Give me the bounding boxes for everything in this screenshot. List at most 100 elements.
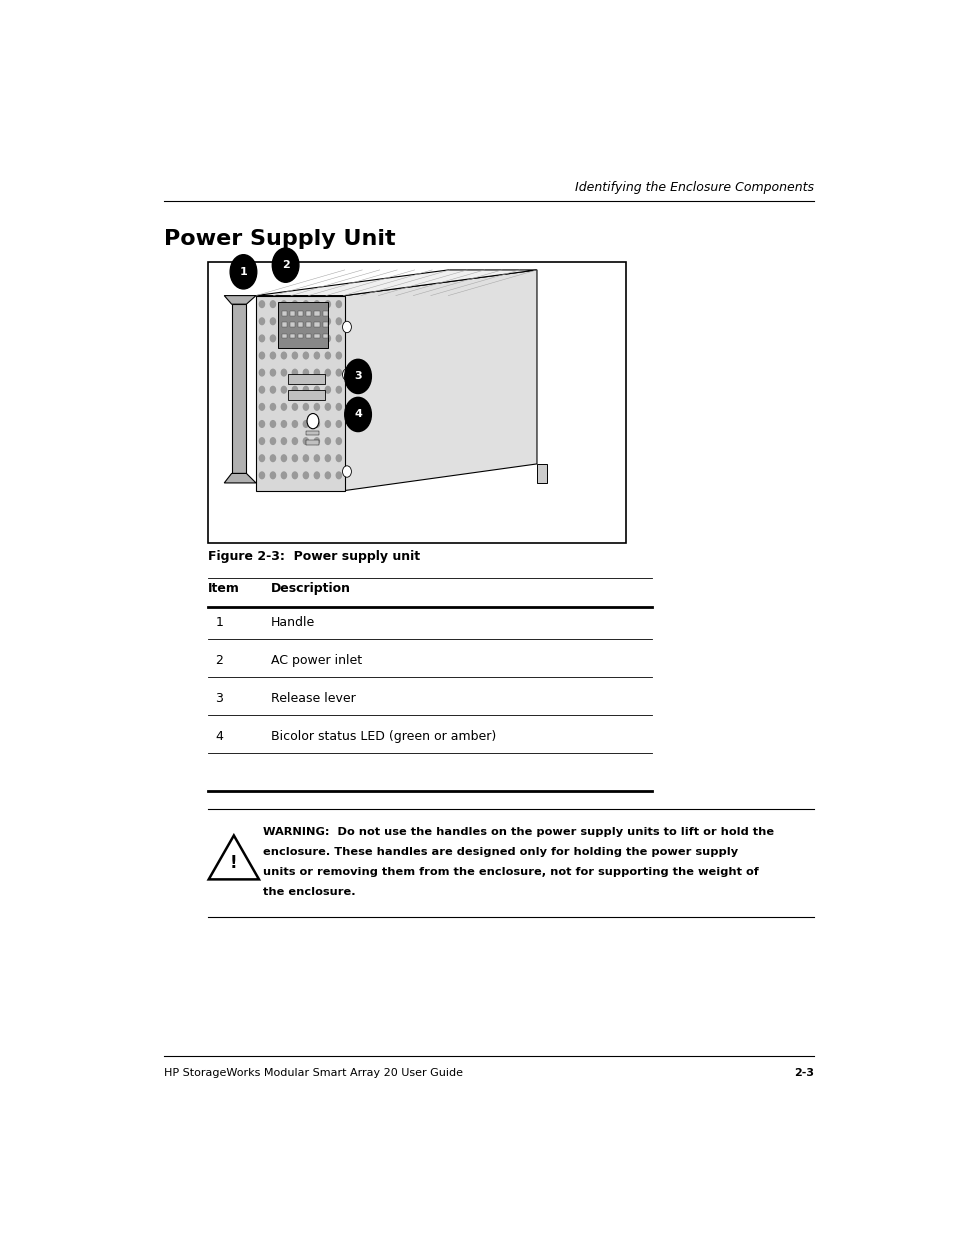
Circle shape <box>259 352 264 359</box>
Text: 1: 1 <box>215 616 223 629</box>
Text: 2: 2 <box>215 655 223 667</box>
Text: Figure 2-3:  Power supply unit: Figure 2-3: Power supply unit <box>208 550 419 562</box>
Circle shape <box>325 335 330 342</box>
Text: enclosure. These handles are designed only for holding the power supply: enclosure. These handles are designed on… <box>263 847 738 857</box>
Text: WARNING:  Do not use the handles on the power supply units to lift or hold the: WARNING: Do not use the handles on the p… <box>263 827 774 837</box>
Polygon shape <box>224 295 255 304</box>
Circle shape <box>303 335 308 342</box>
Text: 3: 3 <box>215 692 223 705</box>
Circle shape <box>342 321 351 332</box>
Circle shape <box>281 404 286 410</box>
Circle shape <box>281 437 286 445</box>
Circle shape <box>335 454 341 462</box>
Circle shape <box>270 369 275 375</box>
Bar <box>322 322 328 327</box>
Circle shape <box>335 421 341 427</box>
Circle shape <box>303 421 308 427</box>
Bar <box>298 322 303 327</box>
Circle shape <box>325 369 330 375</box>
Circle shape <box>314 472 319 479</box>
Circle shape <box>259 437 264 445</box>
Circle shape <box>270 352 275 359</box>
Circle shape <box>292 317 297 325</box>
Circle shape <box>281 454 286 462</box>
Text: the enclosure.: the enclosure. <box>263 887 355 897</box>
Text: Bicolor status LED (green or amber): Bicolor status LED (green or amber) <box>271 730 496 743</box>
Text: HP StorageWorks Modular Smart Array 20 User Guide: HP StorageWorks Modular Smart Array 20 U… <box>164 1068 462 1078</box>
Circle shape <box>281 421 286 427</box>
Bar <box>290 322 294 327</box>
Circle shape <box>292 352 297 359</box>
Circle shape <box>314 437 319 445</box>
Circle shape <box>292 335 297 342</box>
Bar <box>278 303 328 348</box>
Circle shape <box>335 387 341 393</box>
Circle shape <box>314 454 319 462</box>
Polygon shape <box>209 835 258 879</box>
Circle shape <box>325 317 330 325</box>
Circle shape <box>303 454 308 462</box>
Circle shape <box>325 387 330 393</box>
Circle shape <box>303 472 308 479</box>
Circle shape <box>314 404 319 410</box>
Circle shape <box>292 301 297 308</box>
Bar <box>306 333 311 338</box>
Bar <box>288 390 324 400</box>
Circle shape <box>335 335 341 342</box>
Circle shape <box>314 301 319 308</box>
Circle shape <box>281 472 286 479</box>
Circle shape <box>270 437 275 445</box>
Circle shape <box>281 301 286 308</box>
Text: !: ! <box>230 855 237 872</box>
Circle shape <box>259 421 264 427</box>
Bar <box>314 333 319 338</box>
Circle shape <box>325 437 330 445</box>
Circle shape <box>292 387 297 393</box>
Text: 4: 4 <box>215 730 223 743</box>
Circle shape <box>259 454 264 462</box>
Circle shape <box>303 317 308 325</box>
Bar <box>282 322 287 327</box>
Text: units or removing them from the enclosure, not for supporting the weight of: units or removing them from the enclosur… <box>263 867 759 877</box>
Circle shape <box>270 472 275 479</box>
Circle shape <box>314 387 319 393</box>
Bar <box>322 311 328 316</box>
Circle shape <box>335 404 341 410</box>
Circle shape <box>281 387 286 393</box>
Circle shape <box>303 404 308 410</box>
Bar <box>288 373 324 384</box>
Text: Release lever: Release lever <box>271 692 355 705</box>
Bar <box>305 431 318 436</box>
Circle shape <box>344 359 371 394</box>
Text: Power Supply Unit: Power Supply Unit <box>164 228 395 249</box>
Bar <box>208 262 625 543</box>
Circle shape <box>270 454 275 462</box>
Bar <box>298 333 303 338</box>
Text: Description: Description <box>271 582 351 595</box>
Circle shape <box>325 421 330 427</box>
Text: 4: 4 <box>354 410 361 420</box>
Polygon shape <box>255 295 344 490</box>
Bar <box>306 322 311 327</box>
Circle shape <box>259 369 264 375</box>
Circle shape <box>325 404 330 410</box>
Bar <box>314 322 319 327</box>
Polygon shape <box>232 304 246 473</box>
Circle shape <box>292 404 297 410</box>
Circle shape <box>292 454 297 462</box>
Bar <box>290 311 294 316</box>
Circle shape <box>325 301 330 308</box>
Circle shape <box>259 404 264 410</box>
Circle shape <box>292 437 297 445</box>
Circle shape <box>292 369 297 375</box>
Circle shape <box>259 335 264 342</box>
Circle shape <box>303 352 308 359</box>
Circle shape <box>270 387 275 393</box>
Bar <box>306 311 311 316</box>
Text: Item: Item <box>208 582 239 595</box>
Bar <box>282 311 287 316</box>
Circle shape <box>281 352 286 359</box>
Circle shape <box>342 466 351 477</box>
Circle shape <box>325 352 330 359</box>
Circle shape <box>335 472 341 479</box>
